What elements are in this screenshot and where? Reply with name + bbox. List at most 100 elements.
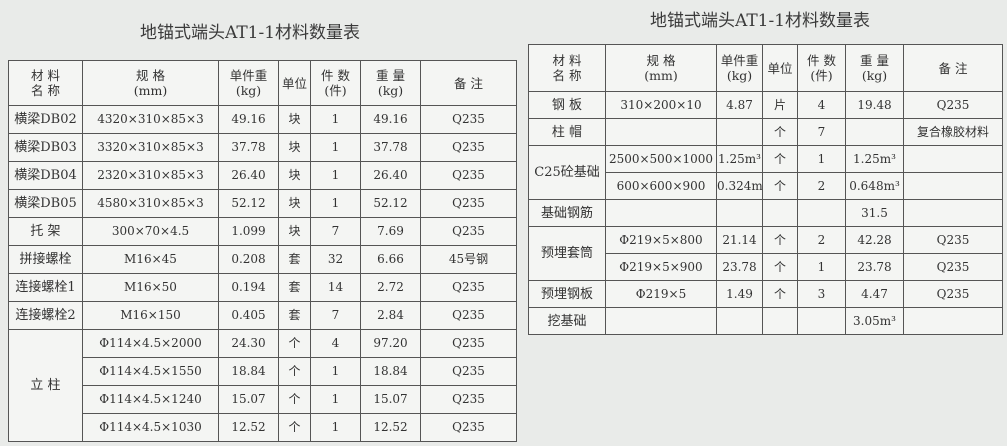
empty-cell xyxy=(903,199,1003,227)
header-row: 材 料 名 称规 格 (mm) 单件重 (kg) 单位件 数 (件) 重 量 (kg)… xyxy=(8,60,517,106)
table-cell: 4 xyxy=(310,329,361,358)
table-row: Φ114×4.5×1030 12.52 个 1 12.52 Q235 xyxy=(9,413,517,442)
empty-cell xyxy=(903,172,1003,200)
table-cell: 个 xyxy=(762,118,798,146)
table-row: 挖基础 3.05m³ xyxy=(528,307,1003,335)
table-cell: 2.72 xyxy=(360,273,421,302)
table-cell: Q235 xyxy=(420,133,517,162)
table-cell: 31.5 xyxy=(845,199,904,227)
material-name: 挖基础 xyxy=(528,307,606,335)
table-cell: 49.16 xyxy=(218,105,279,134)
table-cell: 块 xyxy=(278,133,311,162)
table-cell: Q235 xyxy=(903,253,1003,281)
table-cell: 4 xyxy=(797,91,846,119)
table-cell: 15.07 xyxy=(360,385,421,414)
table-cell: 块 xyxy=(278,105,311,134)
table-cell: 23.78 xyxy=(845,253,904,281)
header-cell: 单位 xyxy=(762,44,798,92)
table-cell: 18.84 xyxy=(360,357,421,386)
table-cell: 15.07 xyxy=(218,385,279,414)
table-cell: 1 xyxy=(310,161,361,190)
empty-cell xyxy=(797,199,846,227)
table-cell: 1.25m³ xyxy=(845,145,904,173)
table-cell: 310×200×10 xyxy=(605,91,717,119)
table-cell: M16×50 xyxy=(82,273,219,302)
table-cell: 1 xyxy=(310,385,361,414)
table-cell: 套 xyxy=(278,273,311,302)
table-cell: Φ219×5 xyxy=(605,280,717,308)
table-row: 立 柱 Φ114×4.5×2000 24.30 个 4 97.20 Q235 xyxy=(8,329,517,442)
table-cell: 3 xyxy=(797,280,846,308)
header-cell: 重 量 (kg) xyxy=(845,44,904,92)
right-table: 材 料 名 称规 格 (mm) 单件重 (kg) 单位件 数 (件) 重 量 (kg)… xyxy=(528,44,1003,335)
material-name: 横梁DB05 xyxy=(8,189,83,218)
table-cell: Q235 xyxy=(903,226,1003,254)
right-title: 地锚式端头AT1-1材料数量表 xyxy=(650,11,871,31)
table-cell: Q235 xyxy=(420,161,517,190)
table-row: 基础钢筋 31.5 xyxy=(528,199,1003,227)
table-cell: 52.12 xyxy=(218,189,279,218)
table-cell: 套 xyxy=(278,245,311,274)
table-row: 预埋钢板 Φ219×5 1.49 个 3 4.47 Q235 xyxy=(528,280,1003,308)
table-cell: 12.52 xyxy=(360,413,421,442)
table-cell: 4320×310×85×3 xyxy=(82,105,219,134)
table-cell: 1 xyxy=(797,253,846,281)
material-name: 立 柱 xyxy=(8,329,83,442)
left-table: 材 料 名 称规 格 (mm) 单件重 (kg) 单位件 数 (件) 重 量 (kg)… xyxy=(8,60,517,442)
material-name: 连接螺栓2 xyxy=(8,301,83,330)
header-cell: 备 注 xyxy=(420,60,517,106)
header-cell: 材 料 名 称 xyxy=(8,60,83,106)
header-cell: 规 格 (mm) xyxy=(82,60,219,106)
table-cell: Q235 xyxy=(420,385,517,414)
table-cell: 个 xyxy=(762,280,798,308)
table-cell: M16×150 xyxy=(82,301,219,330)
table-cell: Φ219×5×800 xyxy=(605,226,717,254)
table-cell: 7 xyxy=(310,217,361,246)
header-cell: 单件重 (kg) xyxy=(716,44,763,92)
table-cell: 个 xyxy=(278,413,311,442)
header-cell: 件 数 (件) xyxy=(310,60,361,106)
table-cell: 1 xyxy=(797,145,846,173)
table-cell: 18.84 xyxy=(218,357,279,386)
table-cell: 49.16 xyxy=(360,105,421,134)
empty-cell xyxy=(605,199,717,227)
table-cell: 套 xyxy=(278,301,311,330)
table-cell: Q235 xyxy=(420,301,517,330)
table-cell: 23.78 xyxy=(716,253,763,281)
table-cell: 0.208 xyxy=(218,245,279,274)
table-cell: Q235 xyxy=(420,189,517,218)
table-cell: 个 xyxy=(762,226,798,254)
table-cell: 块 xyxy=(278,189,311,218)
empty-cell xyxy=(716,118,763,146)
empty-cell xyxy=(716,199,763,227)
table-cell: Q235 xyxy=(420,273,517,302)
table-cell: 0.194 xyxy=(218,273,279,302)
table-row: Φ219×5×900 23.78 个 1 23.78 Q235 xyxy=(529,253,1003,281)
table-row: Φ114×4.5×1240 15.07 个 1 15.07 Q235 xyxy=(9,385,517,414)
material-name: 柱 帽 xyxy=(528,118,606,146)
table-cell: Φ114×4.5×1550 xyxy=(82,357,219,386)
material-name: 预埋钢板 xyxy=(528,280,606,308)
table-cell: 37.78 xyxy=(360,133,421,162)
table-cell: 2.84 xyxy=(360,301,421,330)
table-cell: 7 xyxy=(310,301,361,330)
header-cell: 件 数 (件) xyxy=(797,44,846,92)
table-cell: 0.405 xyxy=(218,301,279,330)
table-cell: 1 xyxy=(310,413,361,442)
table-cell: 21.14 xyxy=(716,226,763,254)
material-name: 横梁DB03 xyxy=(8,133,83,162)
table-cell: 1 xyxy=(310,357,361,386)
material-name: 托 架 xyxy=(8,217,83,246)
table-cell: 14 xyxy=(310,273,361,302)
table-row: 连接螺栓1 M16×50 0.194 套 14 2.72 Q235 xyxy=(8,273,517,302)
empty-cell xyxy=(605,118,717,146)
table-cell: 3.05m³ xyxy=(845,307,904,335)
table-cell: 4.47 xyxy=(845,280,904,308)
empty-cell xyxy=(762,307,798,335)
table-cell: 12.52 xyxy=(218,413,279,442)
table-row: 横梁DB05 4580×310×85×3 52.12 块 1 52.12 Q235 xyxy=(8,189,517,218)
material-name: C25砼基础 xyxy=(528,145,606,200)
table-cell: Q235 xyxy=(903,280,1003,308)
table-cell: 19.48 xyxy=(845,91,904,119)
table-cell: 2 xyxy=(797,172,846,200)
